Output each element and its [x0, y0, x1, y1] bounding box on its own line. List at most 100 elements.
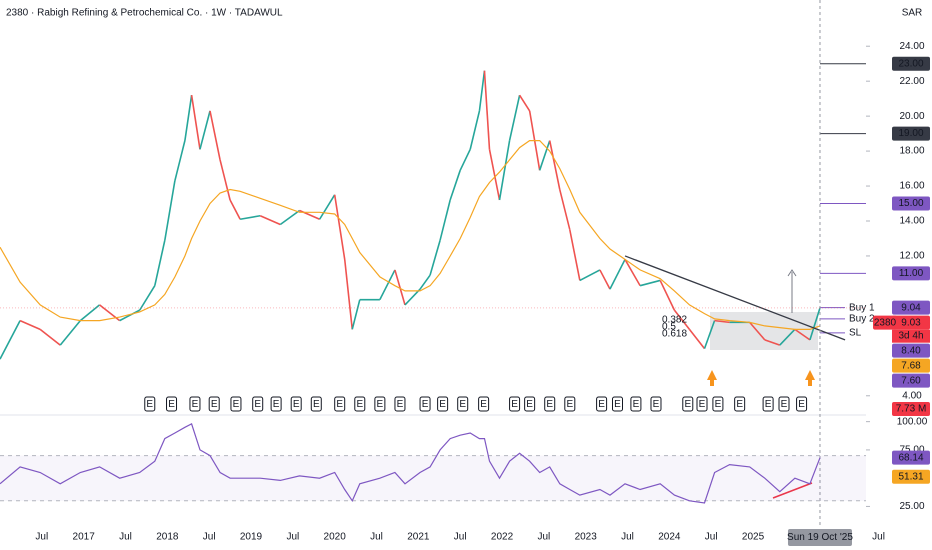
y-tick-label: 20.00 — [899, 111, 924, 122]
x-tick-label: 2019 — [240, 532, 263, 543]
earnings-label: E — [684, 399, 691, 410]
price-tag-label: 7.60 — [901, 375, 921, 386]
level-label: 11.00 — [899, 268, 924, 279]
earnings-marker — [290, 396, 302, 412]
price-segment — [569, 229, 581, 281]
chart-title: 2380 · Rabigh Refining & Petrochemical C… — [6, 8, 283, 19]
price-segment — [429, 240, 441, 276]
price-tag-label: 68.14 — [898, 452, 923, 463]
earnings-label: E — [699, 399, 706, 410]
earnings-label: E — [459, 399, 466, 410]
earnings-marker — [712, 396, 724, 412]
x-tick-label: Jul — [119, 532, 132, 543]
price-segment — [199, 110, 211, 150]
divergence-line — [772, 482, 813, 499]
price-segment — [209, 110, 221, 160]
earnings-label: E — [511, 399, 518, 410]
earnings-label: E — [422, 399, 429, 410]
y-tick-label: 100.00 — [897, 416, 928, 427]
fib-label: 0.5 — [662, 322, 676, 333]
x-tick-label: 2020 — [324, 532, 347, 543]
price-segment — [548, 140, 561, 190]
price-segment — [229, 199, 241, 220]
earnings-label: E — [293, 399, 300, 410]
level-tag — [892, 56, 930, 71]
earnings-marker — [189, 396, 201, 412]
earnings-label: E — [146, 399, 153, 410]
earnings-label: E — [356, 399, 363, 410]
earnings-marker — [509, 396, 521, 412]
volume-label: 7.73 M — [896, 404, 927, 415]
arrow-up — [805, 370, 815, 386]
price-segment — [394, 269, 406, 306]
price-segment — [794, 328, 811, 341]
x-tick-label: Jul — [370, 532, 383, 543]
x-tick-label: Jul — [203, 532, 216, 543]
earnings-label: E — [377, 399, 384, 410]
order-label: Buy 1 — [849, 302, 875, 313]
price-segment — [659, 280, 676, 311]
level-label: 15.00 — [898, 198, 923, 209]
earnings-marker — [630, 396, 642, 412]
price-segment — [419, 274, 431, 290]
rsi-line — [0, 423, 821, 504]
earnings-marker — [208, 396, 220, 412]
earnings-label: E — [168, 399, 175, 410]
earnings-label: E — [614, 399, 621, 410]
y-tick-label: 75.00 — [899, 445, 924, 456]
earnings-marker — [478, 396, 490, 412]
earnings-marker — [334, 396, 346, 412]
earnings-label: E — [397, 399, 404, 410]
earnings-label: E — [480, 399, 487, 410]
price-segment — [79, 304, 101, 322]
earnings-marker — [796, 396, 808, 412]
price-segment — [139, 285, 156, 311]
x-tick-label: 2025 — [742, 532, 765, 543]
order-label: Buy 2 — [849, 314, 875, 325]
price-segment — [703, 320, 716, 349]
arrow-up — [707, 370, 717, 386]
price-tag-label: 51.31 — [898, 471, 923, 482]
price-segment — [0, 320, 21, 360]
level-tag — [892, 196, 930, 211]
earnings-marker — [524, 396, 536, 412]
earnings-marker — [611, 396, 623, 412]
price-segment — [449, 170, 461, 201]
price-segment — [379, 269, 396, 301]
price-segment — [174, 140, 186, 181]
price-segment — [318, 194, 336, 220]
earnings-marker — [596, 396, 608, 412]
price-segment — [538, 140, 551, 171]
earnings-label: E — [598, 399, 605, 410]
cursor-label: Sun 19 Oct '25 — [787, 532, 853, 543]
price-segment — [239, 214, 261, 221]
y-tick-label: 18.00 — [899, 146, 924, 157]
price-segment — [343, 259, 354, 330]
price-segment — [688, 328, 706, 350]
price-segment — [558, 189, 571, 230]
price-tag-label: 9.03 — [901, 317, 921, 328]
level-label: 19.00 — [898, 128, 923, 139]
target-arrow — [787, 269, 797, 277]
y-tick-label: 16.00 — [899, 181, 924, 192]
price-segment — [518, 94, 531, 112]
earnings-label: E — [736, 399, 743, 410]
earnings-label: E — [336, 399, 343, 410]
price-segment — [404, 288, 421, 306]
earnings-label: E — [546, 399, 553, 410]
price-tag — [892, 358, 930, 373]
earnings-marker — [734, 396, 746, 412]
earnings-marker — [374, 396, 386, 412]
price-segment — [154, 240, 166, 286]
level-tag — [892, 126, 930, 141]
x-tick-label: 2024 — [658, 532, 681, 543]
earnings-label: E — [566, 399, 573, 410]
price-segment — [714, 319, 730, 324]
earnings-label: E — [781, 399, 788, 410]
y-tick-label: 14.00 — [899, 216, 924, 227]
symbol-tag — [873, 315, 897, 330]
earnings-label: E — [313, 399, 320, 410]
currency: SAR — [902, 8, 923, 19]
x-tick-label: Jul — [35, 532, 48, 543]
